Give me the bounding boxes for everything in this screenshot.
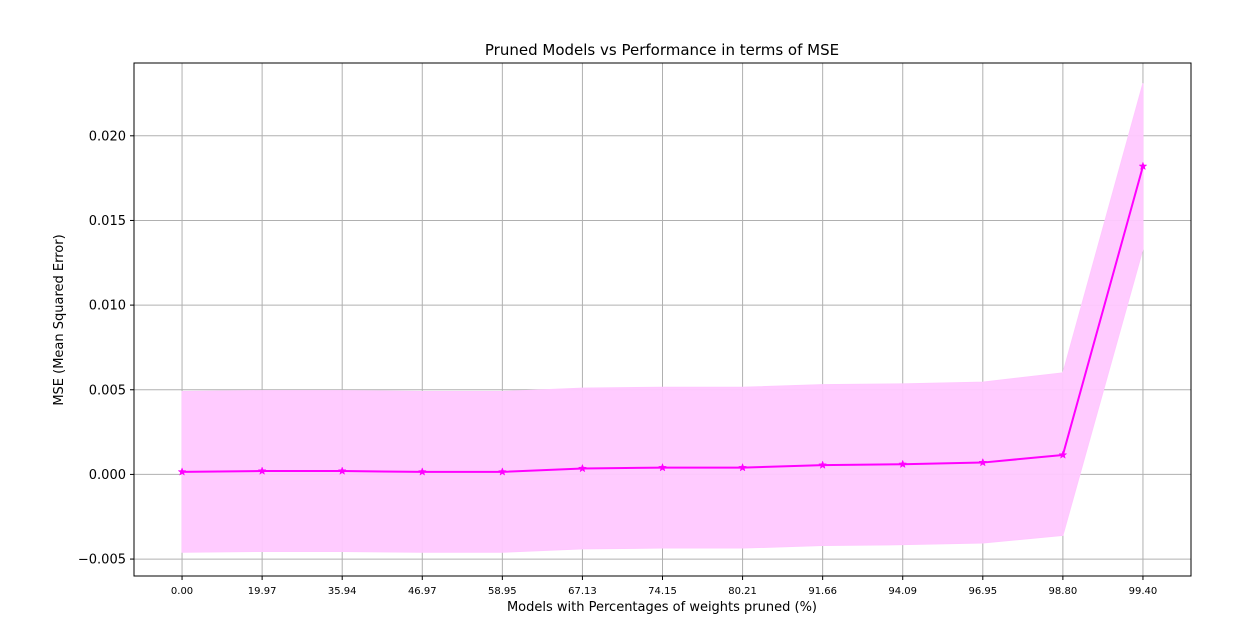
data-point — [577, 463, 587, 473]
x-tick-label: 94.09 — [888, 586, 917, 597]
x-tick-label: 96.95 — [968, 586, 997, 597]
data-point — [898, 459, 908, 469]
y-tick-label: 0.015 — [89, 214, 126, 229]
grid-layer — [134, 63, 1191, 576]
y-tick-label: 0.005 — [89, 383, 126, 398]
data-point — [1138, 161, 1148, 171]
x-tick-label: 98.80 — [1049, 586, 1078, 597]
x-tick-label: 91.66 — [808, 586, 837, 597]
data-point — [257, 466, 267, 475]
x-tick-label: 19.97 — [248, 586, 277, 597]
y-tick-label: 0.010 — [89, 299, 126, 314]
y-tick-label: −0.005 — [78, 553, 126, 568]
x-tick-label: 74.15 — [648, 586, 677, 597]
data-point — [337, 466, 347, 475]
chart-title: Pruned Models vs Performance in terms of… — [485, 41, 839, 59]
x-axis-ticks: 0.00 19.97 35.94 46.97 58.95 67.13 74.15 80.21 9… — [171, 576, 1157, 597]
x-tick-label: 99.40 — [1129, 586, 1158, 597]
x-tick-label: 0.00 — [171, 586, 193, 597]
data-point — [658, 462, 667, 472]
x-tick-label: 67.13 — [568, 586, 597, 597]
y-axis-label: MSE (Mean Squared Error) — [52, 234, 67, 405]
data-point — [978, 457, 988, 467]
y-tick-label: 0.020 — [89, 129, 126, 144]
x-tick-label: 35.94 — [328, 586, 357, 597]
data-point — [738, 462, 748, 472]
data-point — [417, 467, 427, 476]
confidence-band — [181, 83, 1144, 553]
data-point — [1058, 450, 1068, 459]
confidence-band-layer — [181, 83, 1144, 553]
x-tick-label: 80.21 — [728, 586, 757, 597]
data-point — [497, 467, 507, 476]
x-axis-label: Models with Percentages of weights prune… — [507, 600, 817, 615]
y-tick-label: 0.000 — [89, 468, 126, 483]
x-tick-label: 46.97 — [408, 586, 437, 597]
data-point — [818, 460, 828, 469]
y-axis-ticks: −0.005 0.000 0.005 0.010 0.015 0.020 — [78, 129, 134, 568]
data-point — [177, 467, 187, 476]
marker-layer — [177, 161, 1148, 476]
x-tick-label: 58.95 — [488, 586, 517, 597]
